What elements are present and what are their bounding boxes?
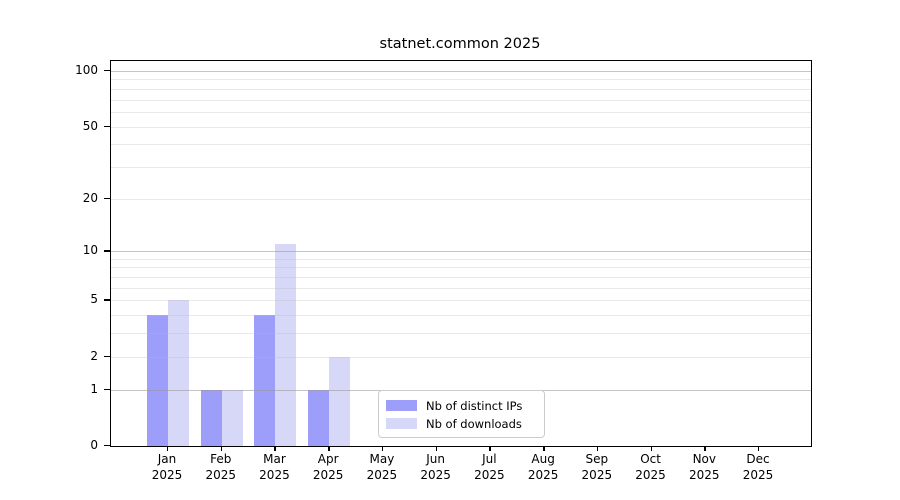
minor-gridline — [111, 166, 811, 168]
legend-item-distinct-ips: Nb of distinct IPs — [386, 397, 536, 414]
y-tick-label: 1 — [90, 381, 98, 396]
x-tick-label: Jul 2025 — [474, 452, 505, 482]
x-tick-label: Jan 2025 — [151, 452, 183, 482]
x-tick-mark — [704, 446, 706, 451]
bar-downloads — [275, 244, 297, 446]
y-tick-label: 5 — [90, 292, 98, 307]
x-tick-mark — [489, 446, 491, 451]
bar-downloads — [221, 389, 243, 446]
minor-gridline — [111, 277, 811, 279]
x-tick-label: Dec 2025 — [742, 452, 774, 482]
minor-gridline — [111, 287, 811, 289]
legend-label-downloads: Nb of downloads — [426, 416, 522, 431]
major-gridline — [111, 251, 811, 253]
minor-gridline — [111, 88, 811, 90]
major-gridline — [111, 71, 811, 72]
bar-downloads — [329, 356, 351, 446]
minor-gridline — [111, 267, 811, 269]
legend-swatch-distinct-ips-icon — [386, 400, 417, 411]
x-tick-mark — [167, 446, 169, 451]
bar-downloads — [168, 300, 189, 446]
minor-gridline — [111, 356, 811, 358]
x-tick-mark — [435, 446, 438, 451]
chart-title: statnet.common 2025 — [379, 36, 541, 52]
y-tick-label: 0 — [90, 438, 98, 452]
y-tick-mark — [104, 445, 110, 447]
bar-distinct-ips — [308, 389, 330, 446]
y-tick-label: 100 — [75, 63, 98, 77]
y-tick-mark — [104, 299, 110, 301]
minor-gridline — [111, 126, 811, 128]
x-tick-label: May 2025 — [366, 452, 398, 482]
minor-gridline — [111, 144, 811, 146]
y-tick-mark — [104, 355, 110, 358]
x-tick-label: Oct 2025 — [635, 452, 666, 482]
x-tick-mark — [650, 446, 652, 451]
y-tick-label: 2 — [90, 348, 98, 363]
bar-distinct-ips — [254, 315, 276, 446]
x-tick-label: Sep 2025 — [581, 452, 613, 482]
legend-swatch-downloads-icon — [386, 418, 417, 429]
x-tick-mark — [543, 446, 545, 451]
x-tick-label: Mar 2025 — [259, 452, 290, 482]
plot-area — [110, 60, 812, 447]
minor-gridline — [111, 315, 811, 317]
y-tick-label: 20 — [82, 190, 98, 205]
x-tick-mark — [596, 446, 599, 451]
x-tick-mark — [381, 446, 384, 451]
x-tick-mark — [220, 446, 223, 451]
gridlines-layer — [111, 61, 811, 446]
x-tick-label: Jun 2025 — [420, 452, 451, 482]
bar-distinct-ips — [147, 315, 168, 446]
minor-gridline — [111, 300, 811, 302]
y-tick-label: 10 — [82, 243, 98, 258]
bars-layer — [111, 61, 811, 446]
minor-gridline — [111, 99, 811, 101]
y-tick-label: 50 — [82, 118, 98, 133]
legend-label-distinct-ips: Nb of distinct IPs — [426, 398, 523, 413]
x-tick-label: Nov 2025 — [689, 452, 720, 482]
y-tick-mark — [104, 388, 110, 391]
legend: Nb of distinct IPs Nb of downloads — [378, 390, 545, 438]
bar-distinct-ips — [200, 389, 222, 446]
y-tick-mark — [104, 197, 110, 199]
x-tick-label: Apr 2025 — [312, 452, 344, 482]
x-tick-label: Aug 2025 — [527, 452, 559, 482]
minor-gridline — [111, 333, 811, 335]
legend-item-downloads: Nb of downloads — [386, 415, 536, 432]
y-tick-mark — [104, 250, 110, 252]
minor-gridline — [111, 79, 811, 81]
y-tick-mark — [104, 125, 110, 127]
x-tick-label: Feb 2025 — [205, 452, 236, 482]
x-tick-mark — [328, 446, 330, 451]
minor-gridline — [111, 258, 811, 260]
minor-gridline — [111, 198, 811, 200]
y-tick-mark — [104, 70, 110, 72]
x-tick-mark — [758, 446, 760, 451]
minor-gridline — [111, 111, 811, 113]
x-tick-mark — [274, 446, 276, 451]
